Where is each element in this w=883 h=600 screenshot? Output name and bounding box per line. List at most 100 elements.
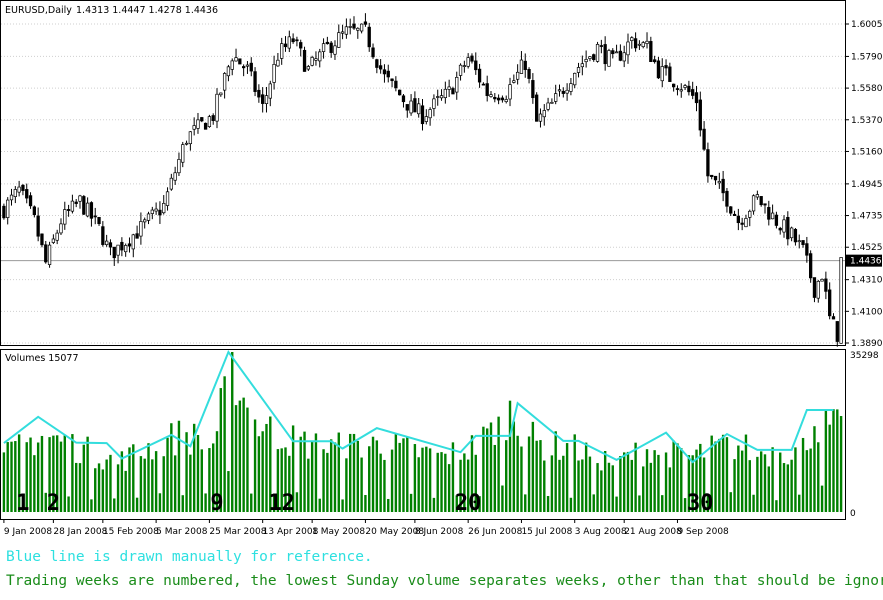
candle-body: [828, 289, 832, 317]
grid: [1, 23, 845, 344]
volume-bar: [550, 455, 554, 512]
volume-bar: [284, 447, 287, 512]
volume-bar: [86, 436, 89, 512]
candle-body: [801, 240, 805, 245]
week-number-label: 9: [210, 491, 223, 516]
volume-bar: [668, 467, 672, 512]
candle-body: [633, 38, 638, 49]
candle-body: [143, 219, 147, 223]
candle-body: [652, 59, 657, 63]
volume-bar: [90, 499, 93, 512]
candle-body: [238, 58, 242, 65]
volume-bar: [756, 456, 759, 512]
candle-body: [474, 60, 478, 71]
volume-bar: [451, 442, 455, 512]
volume-bar: [78, 463, 82, 512]
candle-body: [321, 43, 326, 52]
candle-body: [325, 41, 330, 45]
candle-body: [759, 196, 763, 206]
candle-body: [470, 55, 474, 62]
candle-body: [283, 43, 288, 48]
candle-body: [310, 57, 314, 66]
volume-bar: [371, 436, 375, 512]
volume-bar: [436, 452, 439, 512]
candle-body: [694, 92, 699, 104]
volume-bar: [253, 419, 257, 512]
volume-bar: [413, 444, 417, 512]
volume-bar: [25, 442, 28, 512]
candle-body: [496, 97, 501, 101]
candle-body: [51, 238, 56, 243]
volume-bar: [706, 495, 710, 512]
volume-bar: [295, 492, 299, 512]
price-panel-border: [0, 0, 846, 346]
candle-body: [257, 89, 261, 98]
candle-body: [672, 83, 676, 88]
volume-bar: [82, 444, 86, 512]
volume-bar: [151, 459, 154, 512]
volume-bar: [352, 433, 356, 512]
candle-body: [261, 94, 265, 104]
candle-body: [706, 149, 710, 177]
volume-bar: [368, 446, 371, 512]
candle-body: [512, 80, 516, 83]
volume-bar: [786, 464, 790, 512]
volume-bar: [546, 496, 550, 512]
candle-body: [691, 89, 695, 96]
candle-body: [820, 278, 824, 282]
candle-body: [101, 226, 105, 245]
volume-bar: [554, 431, 557, 512]
volume-bar: [212, 443, 215, 512]
volume-bar: [204, 493, 207, 512]
volume-bar: [257, 436, 261, 512]
note-reference-line: Blue line is drawn manually for referenc…: [6, 549, 373, 565]
candle-body: [592, 54, 596, 61]
candle-body: [371, 47, 375, 58]
volume-bar: [428, 448, 432, 512]
volume-bar: [421, 447, 424, 512]
volume-bar: [329, 439, 333, 512]
candle-body: [70, 200, 75, 212]
volume-bar: [417, 457, 420, 512]
candle-body: [493, 96, 497, 100]
candle-body: [120, 241, 124, 251]
time-tick-label: 1 May 2008: [312, 527, 365, 537]
candle-body: [519, 59, 524, 74]
candle-body: [21, 184, 25, 191]
candle-body: [405, 104, 409, 111]
candle-body: [264, 95, 269, 104]
volume-bar: [653, 450, 656, 512]
candle-body: [352, 23, 356, 29]
volume-bar: [440, 452, 443, 512]
candle-body: [451, 88, 455, 95]
volume-bar: [584, 442, 588, 512]
time-tick-label: 9 Jan 2008: [4, 527, 52, 537]
candle-body: [744, 218, 748, 228]
candle-body: [504, 99, 508, 103]
volume-bar: [310, 441, 314, 512]
candle-body: [786, 216, 790, 240]
volume-bar: [394, 433, 398, 512]
candle-body: [789, 227, 794, 239]
volume-bar: [699, 443, 702, 512]
time-tick-label: 20 May 2008: [365, 527, 424, 537]
candle-body: [44, 244, 48, 263]
volume-bar: [10, 441, 13, 512]
candle-body: [215, 93, 219, 122]
volume-bar: [687, 455, 691, 512]
volume-bar: [105, 459, 108, 512]
volume-bar: [832, 409, 835, 512]
candle-body: [226, 66, 231, 77]
volume-bar: [630, 459, 633, 512]
volume-bar: [520, 446, 523, 512]
candle-body: [97, 216, 101, 224]
week-numbers: 1 2 9 12 20 30: [16, 491, 713, 516]
volume-bar: [505, 440, 508, 512]
candle-body: [725, 190, 729, 207]
volume-bar: [748, 460, 751, 512]
volume-bar: [71, 434, 74, 512]
candle-body: [184, 142, 189, 145]
candle-body: [280, 43, 284, 59]
volume-bar: [242, 397, 245, 512]
candle-body: [116, 244, 120, 256]
